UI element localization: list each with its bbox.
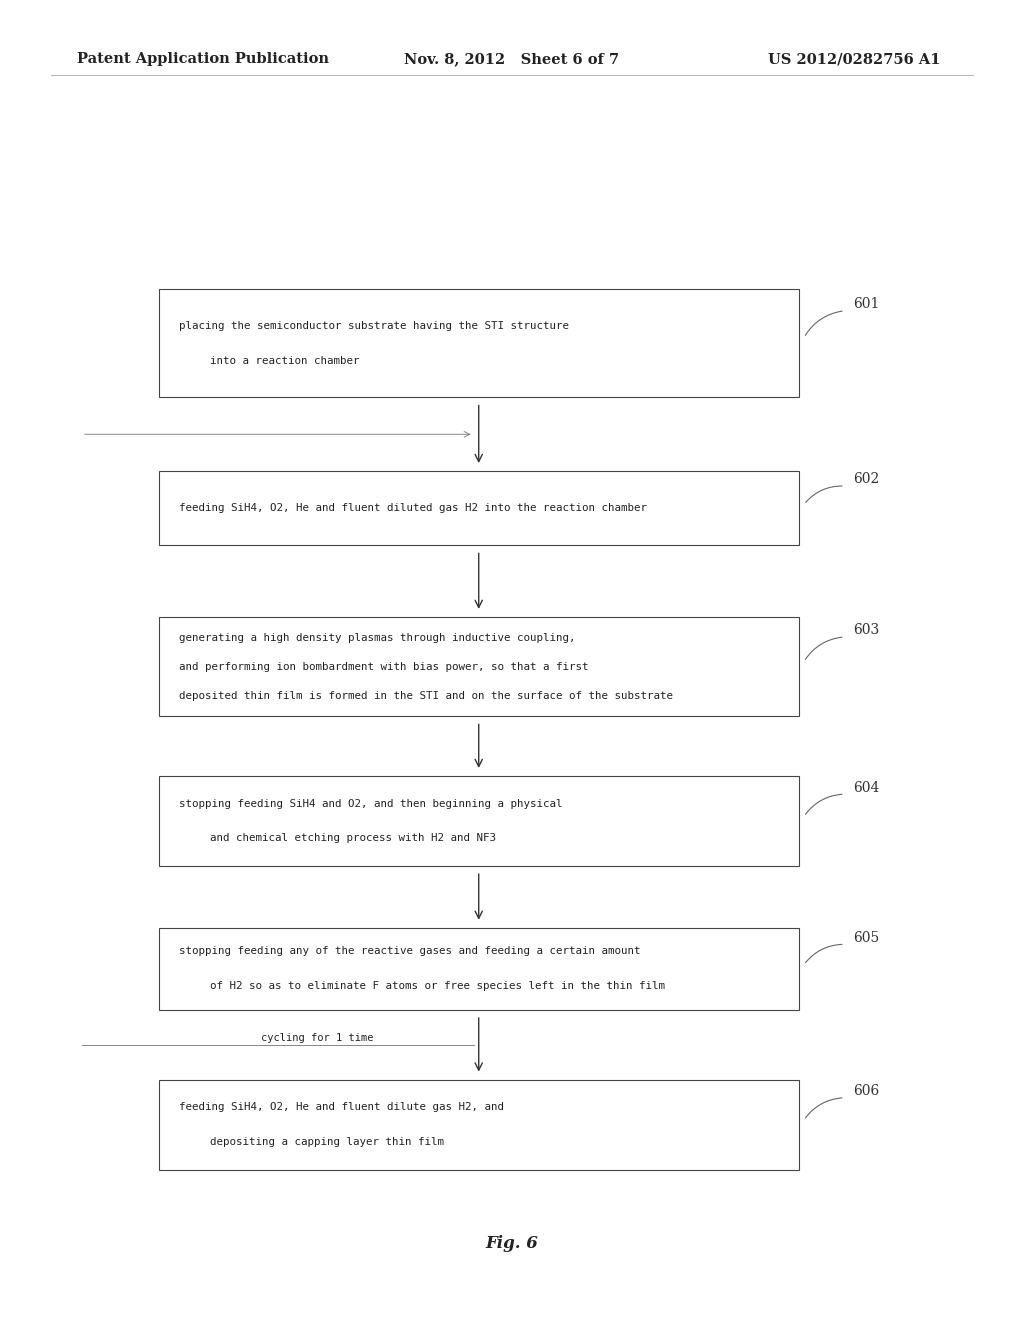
Text: stopping feeding any of the reactive gases and feeding a certain amount: stopping feeding any of the reactive gas… [179, 946, 641, 957]
Text: generating a high density plasmas through inductive coupling,: generating a high density plasmas throug… [179, 632, 575, 643]
Text: of H2 so as to eliminate F atoms or free species left in the thin film: of H2 so as to eliminate F atoms or free… [210, 981, 665, 991]
Text: feeding SiH4, O2, He and fluent dilute gas H2, and: feeding SiH4, O2, He and fluent dilute g… [179, 1102, 504, 1113]
Text: 603: 603 [853, 623, 880, 638]
Text: 604: 604 [853, 780, 880, 795]
Text: deposited thin film is formed in the STI and on the surface of the substrate: deposited thin film is formed in the STI… [179, 690, 673, 701]
Text: into a reaction chamber: into a reaction chamber [210, 355, 359, 366]
Bar [159, 289, 799, 397]
Text: and chemical etching process with H2 and NF3: and chemical etching process with H2 and… [210, 833, 496, 843]
Text: stopping feeding SiH4 and O2, and then beginning a physical: stopping feeding SiH4 and O2, and then b… [179, 799, 563, 809]
Text: Fig. 6: Fig. 6 [485, 1236, 539, 1251]
Text: and performing ion bombardment with bias power, so that a first: and performing ion bombardment with bias… [179, 661, 589, 672]
Text: depositing a capping layer thin film: depositing a capping layer thin film [210, 1137, 444, 1147]
Text: Nov. 8, 2012   Sheet 6 of 7: Nov. 8, 2012 Sheet 6 of 7 [404, 53, 620, 66]
Text: cycling for 1 time: cycling for 1 time [261, 1034, 374, 1043]
Text: US 2012/0282756 A1: US 2012/0282756 A1 [768, 53, 940, 66]
Bar [159, 471, 799, 545]
Text: Patent Application Publication: Patent Application Publication [77, 53, 329, 66]
Text: 602: 602 [853, 473, 880, 487]
Bar [159, 776, 799, 866]
Bar [159, 618, 799, 715]
Bar [159, 1080, 799, 1170]
Text: placing the semiconductor substrate having the STI structure: placing the semiconductor substrate havi… [179, 321, 569, 331]
Text: 606: 606 [853, 1084, 880, 1098]
Text: feeding SiH4, O2, He and fluent diluted gas H2 into the reaction chamber: feeding SiH4, O2, He and fluent diluted … [179, 503, 647, 513]
Bar [159, 928, 799, 1010]
Text: 601: 601 [853, 297, 880, 312]
Text: 605: 605 [853, 931, 880, 945]
